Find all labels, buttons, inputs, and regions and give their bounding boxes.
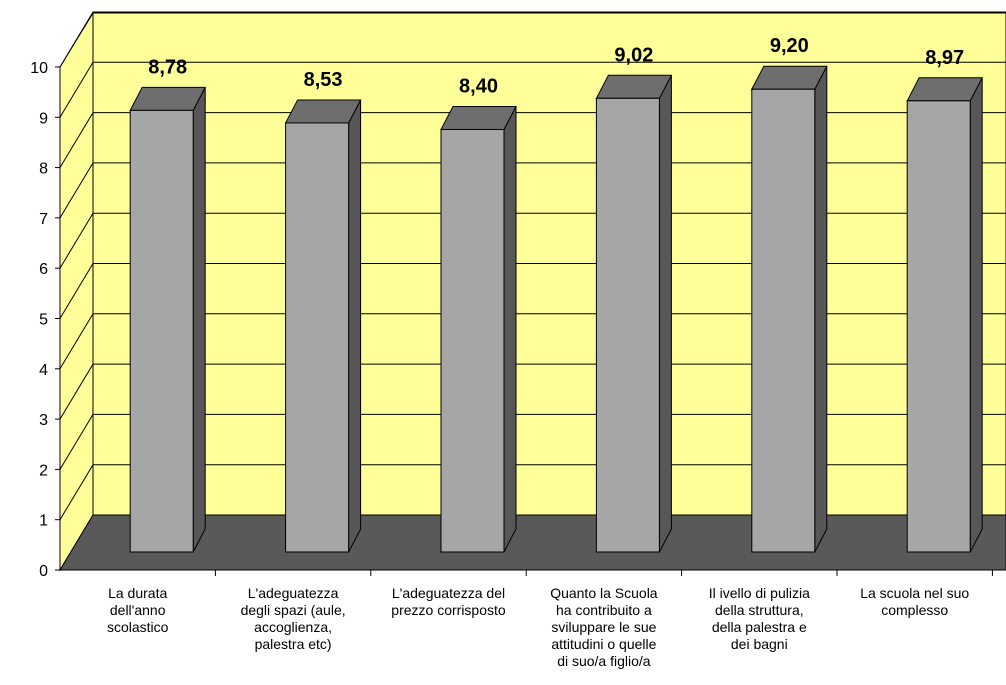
gridline [59, 112, 1006, 168]
y-tick-label: 9 [39, 110, 48, 127]
value-label: 9,20 [770, 35, 809, 57]
value-labels: 8,78 8,53 8,40 9,02 9,20 8,97 [148, 35, 964, 97]
category-label: Il ivello di pulizia della struttura, de… [708, 585, 810, 652]
value-label: 8,53 [304, 69, 343, 91]
bar-side [503, 106, 517, 553]
gridlines [59, 11, 1006, 520]
bar-top [595, 74, 673, 99]
category-label: L'adeguatezza del prezzo corrisposto [391, 585, 506, 618]
bar-top [440, 105, 517, 130]
bar-front [129, 109, 194, 553]
bar-front [906, 100, 971, 553]
x-axis-ticks [214, 570, 993, 576]
gridline [59, 11, 1006, 68]
bar [129, 86, 207, 553]
gridline [59, 313, 1006, 370]
value-label: 9,02 [614, 44, 653, 66]
bar-front [285, 122, 350, 553]
bar [440, 105, 517, 553]
bar-top [284, 99, 362, 124]
bar-front [751, 88, 816, 553]
category-label: Quanto la Scuola ha contribuito a svilup… [550, 585, 658, 669]
bar-front [595, 97, 660, 553]
bar-side [192, 87, 206, 553]
bar [284, 99, 362, 553]
y-tick-label: 8 [39, 161, 48, 178]
gridline [59, 263, 1006, 319]
gridline [59, 413, 1006, 470]
gridline [59, 464, 1006, 520]
y-tick-label: 4 [39, 362, 48, 379]
bar-side [814, 66, 828, 553]
y-tick-label: 5 [39, 312, 48, 329]
bar-top [750, 65, 828, 90]
gridline [59, 61, 1006, 118]
gridline [59, 212, 1006, 269]
y-axis-ticks: 0 1 2 3 4 5 6 7 8 9 10 [30, 60, 60, 580]
y-tick-label: 10 [30, 60, 48, 77]
category-label: La durata dell'anno scolastico [106, 585, 169, 635]
bar-top [906, 77, 984, 102]
y-tick-label: 3 [39, 412, 48, 429]
y-tick-label: 0 [39, 563, 48, 580]
y-tick-label: 1 [39, 513, 48, 530]
value-label: 8,78 [148, 56, 187, 78]
category-label: La scuola nel suo complesso [860, 585, 970, 618]
bar [595, 74, 673, 553]
category-label: L'adeguatezza degli spazi (aule, accogli… [240, 585, 346, 652]
bar [906, 77, 984, 553]
value-label: 8,40 [459, 75, 498, 97]
y-tick-label: 2 [39, 462, 48, 479]
gridline [59, 162, 1006, 219]
bar-side [658, 75, 672, 553]
bar-side [969, 77, 983, 553]
bar-front [440, 128, 505, 553]
bar-top [129, 86, 207, 111]
y-tick-label: 6 [39, 261, 48, 278]
bar-side [348, 99, 362, 553]
y-tick-label: 7 [39, 211, 48, 228]
value-label: 8,97 [925, 47, 964, 69]
bar [750, 65, 828, 553]
bars [129, 65, 984, 553]
gridline [59, 363, 1006, 420]
